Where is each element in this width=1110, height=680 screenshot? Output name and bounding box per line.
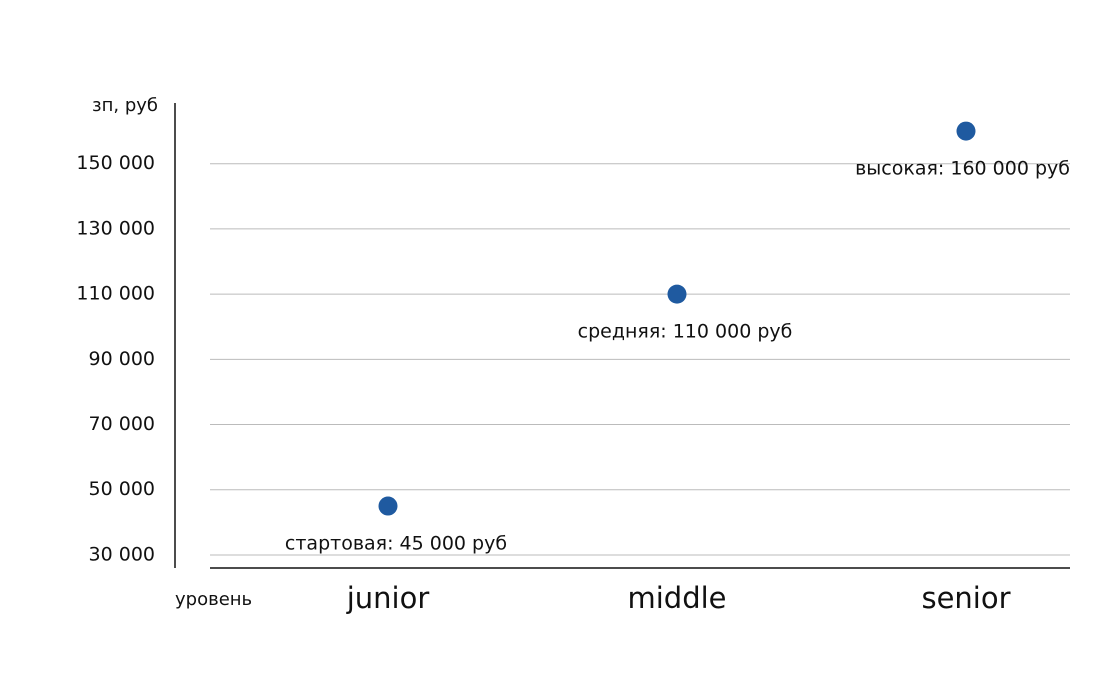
x-axis-label: уровень [175, 589, 252, 610]
value-label: стартовая: 45 000 руб [285, 533, 507, 555]
point [378, 496, 398, 516]
y-tick-label: 110 000 [76, 283, 155, 305]
y-tick-label: 90 000 [89, 348, 155, 370]
value-label: средняя: 110 000 руб [578, 321, 793, 343]
x-tick-label: junior [346, 581, 430, 615]
x-tick-label: senior [921, 581, 1010, 615]
x-tick-label: middle [627, 581, 726, 615]
y-tick-label: 30 000 [89, 543, 155, 565]
y-tick-label: 150 000 [76, 152, 155, 174]
y-tick-label: 70 000 [89, 413, 155, 435]
y-axis-label: зп, руб [92, 95, 158, 116]
y-tick-label: 50 000 [89, 478, 155, 500]
point [956, 121, 976, 141]
point [667, 284, 687, 304]
value-label: высокая: 160 000 руб [855, 158, 1070, 180]
y-tick-label: 130 000 [76, 217, 155, 239]
